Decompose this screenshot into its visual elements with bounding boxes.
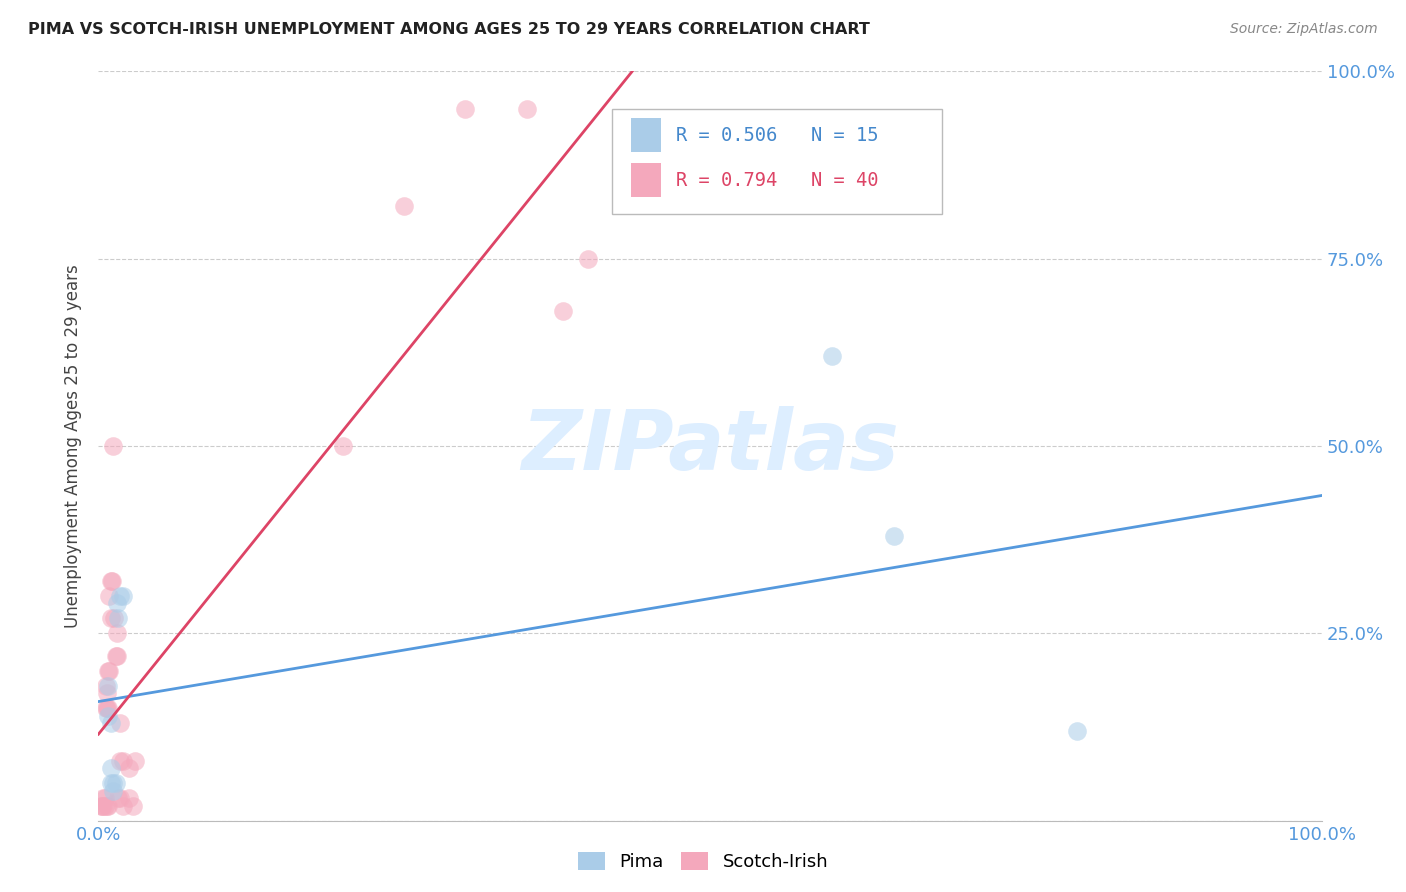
Text: ZIPatlas: ZIPatlas bbox=[522, 406, 898, 486]
Point bbox=[94, 701, 117, 715]
Point bbox=[97, 708, 120, 723]
Point bbox=[96, 686, 118, 700]
Point bbox=[110, 716, 132, 731]
Point bbox=[103, 611, 125, 625]
Point bbox=[100, 611, 122, 625]
Point bbox=[107, 611, 129, 625]
Point bbox=[516, 102, 538, 116]
Point bbox=[821, 349, 844, 363]
Point bbox=[96, 701, 118, 715]
Bar bbox=[630, 118, 661, 152]
Point bbox=[883, 529, 905, 543]
Text: R = 0.506   N = 15: R = 0.506 N = 15 bbox=[676, 126, 879, 145]
Point bbox=[553, 304, 575, 318]
Point bbox=[97, 798, 120, 813]
Point bbox=[91, 791, 114, 805]
Point bbox=[98, 664, 121, 678]
Text: PIMA VS SCOTCH-IRISH UNEMPLOYMENT AMONG AGES 25 TO 29 YEARS CORRELATION CHART: PIMA VS SCOTCH-IRISH UNEMPLOYMENT AMONG … bbox=[28, 22, 870, 37]
Point bbox=[111, 798, 134, 813]
Point bbox=[101, 439, 124, 453]
Point bbox=[105, 596, 128, 610]
Point bbox=[90, 798, 112, 813]
Bar bbox=[630, 163, 661, 197]
Legend: Pima, Scotch-Irish: Pima, Scotch-Irish bbox=[571, 845, 835, 879]
Point bbox=[104, 776, 127, 790]
Text: R = 0.794   N = 40: R = 0.794 N = 40 bbox=[676, 170, 879, 189]
Point bbox=[100, 761, 122, 775]
Point bbox=[111, 589, 134, 603]
Point bbox=[98, 589, 121, 603]
Point bbox=[100, 716, 122, 731]
Point bbox=[93, 791, 115, 805]
Point bbox=[124, 754, 146, 768]
Point bbox=[100, 776, 122, 790]
Point bbox=[97, 701, 120, 715]
Point bbox=[111, 754, 134, 768]
Point bbox=[97, 664, 120, 678]
Point bbox=[96, 798, 118, 813]
Point bbox=[110, 589, 132, 603]
Y-axis label: Unemployment Among Ages 25 to 29 years: Unemployment Among Ages 25 to 29 years bbox=[65, 264, 83, 628]
Text: Source: ZipAtlas.com: Source: ZipAtlas.com bbox=[1230, 22, 1378, 37]
Point bbox=[107, 791, 129, 805]
Point bbox=[118, 761, 141, 775]
Point bbox=[93, 798, 115, 813]
Point bbox=[332, 439, 354, 453]
Point bbox=[91, 798, 114, 813]
Point bbox=[100, 574, 122, 588]
Point bbox=[576, 252, 599, 266]
Point bbox=[94, 679, 117, 693]
Point bbox=[110, 754, 132, 768]
Point bbox=[1066, 723, 1088, 738]
Point bbox=[91, 798, 114, 813]
Point bbox=[105, 648, 128, 663]
Point bbox=[97, 679, 120, 693]
Point bbox=[110, 791, 132, 805]
Point bbox=[392, 199, 416, 213]
Point bbox=[121, 798, 143, 813]
Point bbox=[101, 776, 124, 790]
FancyBboxPatch shape bbox=[612, 109, 942, 214]
Point bbox=[104, 648, 127, 663]
Point bbox=[105, 626, 128, 640]
Point bbox=[118, 791, 141, 805]
Point bbox=[101, 574, 124, 588]
Point bbox=[101, 783, 124, 797]
Point bbox=[454, 102, 477, 116]
